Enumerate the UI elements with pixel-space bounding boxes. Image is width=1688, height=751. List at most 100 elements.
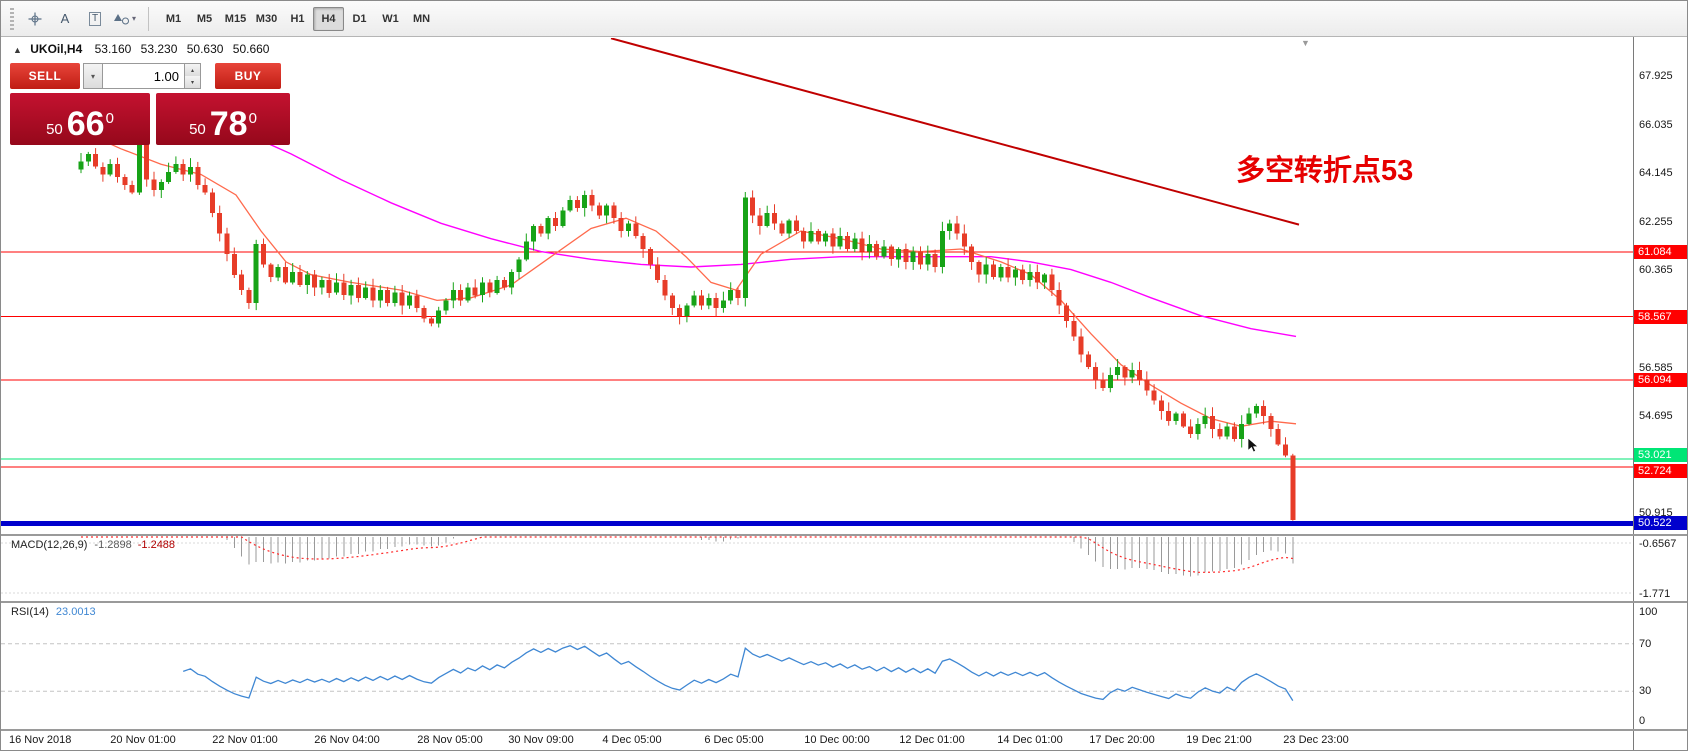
macd-value-1: -1.2898 <box>94 539 132 551</box>
symbol-name: UKOil,H4 <box>30 42 83 56</box>
candle <box>1195 418 1201 440</box>
text-tool-icon: A <box>60 11 70 26</box>
candle <box>173 156 179 174</box>
time-label: 20 Nov 01:00 <box>110 734 176 746</box>
timeframe-m1[interactable]: M1 <box>165 12 182 25</box>
candle <box>1115 359 1121 380</box>
candle <box>414 289 420 313</box>
candle <box>1042 273 1048 289</box>
candle <box>151 171 157 197</box>
buy-price-display[interactable]: 50 78 0 <box>156 93 290 145</box>
candle <box>815 228 821 245</box>
panel-splitter[interactable] <box>1 601 1687 603</box>
candle <box>918 246 923 270</box>
candle <box>1129 362 1135 384</box>
time-label: 30 Nov 09:00 <box>508 734 574 746</box>
candle <box>750 190 756 224</box>
macd-header: MACD(12,26,9) -1.2898 -1.2488 <box>11 539 175 551</box>
volume-decrease-button[interactable]: ▾ <box>185 76 200 88</box>
arrows-tool-button[interactable]: ▾ <box>111 6 139 32</box>
candle <box>209 188 215 218</box>
crosshair-tool-button[interactable] <box>21 6 49 32</box>
text-tool-button[interactable]: A <box>51 6 79 32</box>
chevron-down-icon: ▾ <box>190 79 194 86</box>
sell-price-display[interactable]: 50 66 0 <box>10 93 150 145</box>
rsi-title: RSI(14) <box>11 606 49 618</box>
price-tick: 60.365 <box>1639 264 1673 276</box>
volume-input[interactable] <box>103 63 185 89</box>
candle <box>538 223 544 237</box>
price-tick: 62.255 <box>1639 216 1673 228</box>
candle <box>246 287 252 309</box>
candle <box>297 265 303 287</box>
candle <box>939 221 945 274</box>
panel-splitter[interactable] <box>1 534 1687 536</box>
label-tool-button[interactable]: T <box>81 6 109 32</box>
one-click-expand-icon[interactable]: ▲ <box>13 45 22 55</box>
macd-axis-label: -0.6567 <box>1639 538 1677 550</box>
rsi-value: 23.0013 <box>55 606 96 618</box>
candle <box>1188 419 1194 438</box>
chart-shift-icon[interactable]: ▼ <box>1301 38 1310 48</box>
toolbar-grip[interactable] <box>10 7 14 30</box>
timeframe-w1[interactable]: W1 <box>382 12 399 25</box>
timeframe-mn[interactable]: MN <box>412 12 431 25</box>
panel-splitter[interactable] <box>1 729 1687 731</box>
candle <box>180 159 186 181</box>
candle <box>334 273 339 295</box>
candle <box>742 192 748 307</box>
candle <box>1261 400 1267 425</box>
label-tool-icon: T <box>88 11 102 26</box>
price-tick: 67.925 <box>1639 70 1673 82</box>
time-label: 12 Dec 01:00 <box>899 734 965 746</box>
timeframe-h1[interactable]: H1 <box>290 12 305 25</box>
buy-button[interactable]: BUY <box>215 63 281 89</box>
timeframe-h4[interactable]: H4 <box>313 6 344 31</box>
sell-button[interactable]: SELL <box>10 63 80 89</box>
time-label: 23 Dec 23:00 <box>1283 734 1349 746</box>
candle <box>1231 422 1237 442</box>
rsi-axis-label: 70 <box>1639 638 1652 650</box>
candle <box>370 278 376 308</box>
candle <box>275 264 281 282</box>
candle <box>1180 411 1186 428</box>
price-line-label: 52.724 <box>1634 464 1687 478</box>
candle <box>823 230 829 247</box>
timeframe-d1[interactable]: D1 <box>352 12 367 25</box>
descending-trendline[interactable] <box>610 38 1300 226</box>
candle <box>487 279 493 298</box>
price-tick: 54.695 <box>1639 410 1673 422</box>
candle <box>1246 407 1252 426</box>
timeframe-m15[interactable]: M15 <box>224 12 247 25</box>
timeframe-m5[interactable]: M5 <box>196 12 213 25</box>
time-label: 17 Dec 20:00 <box>1089 734 1155 746</box>
rsi-panel[interactable] <box>1 603 1633 729</box>
trend-annotation: 多空转折点53 <box>1236 155 1414 187</box>
candle <box>166 162 172 184</box>
volume-increase-button[interactable]: ▴ <box>185 64 200 76</box>
candle <box>903 243 909 270</box>
macd-panel[interactable] <box>1 536 1633 601</box>
timeframe-m30[interactable]: M30 <box>255 12 278 25</box>
candle <box>1107 367 1113 393</box>
crosshair-icon <box>28 12 42 25</box>
ohlc-close: 50.660 <box>232 42 270 56</box>
time-label: 14 Dec 01:00 <box>997 734 1063 746</box>
candle <box>1239 415 1245 448</box>
volume-dropdown-button[interactable]: ▾ <box>83 63 103 89</box>
price-line-label: 50.522 <box>1634 516 1687 530</box>
candle <box>647 247 653 269</box>
candle <box>553 212 558 231</box>
time-axis[interactable]: 16 Nov 2018 20 Nov 01:00 22 Nov 01:00 26 No… <box>1 731 1633 750</box>
candle <box>677 304 683 325</box>
price-line-label: 61.084 <box>1634 245 1687 259</box>
candle <box>107 159 113 177</box>
price-line-label: 58.567 <box>1634 310 1687 324</box>
candle <box>969 244 975 270</box>
candle <box>326 273 332 298</box>
price-chart[interactable] <box>1 38 1633 534</box>
candle <box>188 158 193 182</box>
candle <box>1071 313 1077 341</box>
price-axis[interactable]: 67.925 66.035 64.145 62.255 60.365 56.585 54.6… <box>1633 1 1687 750</box>
